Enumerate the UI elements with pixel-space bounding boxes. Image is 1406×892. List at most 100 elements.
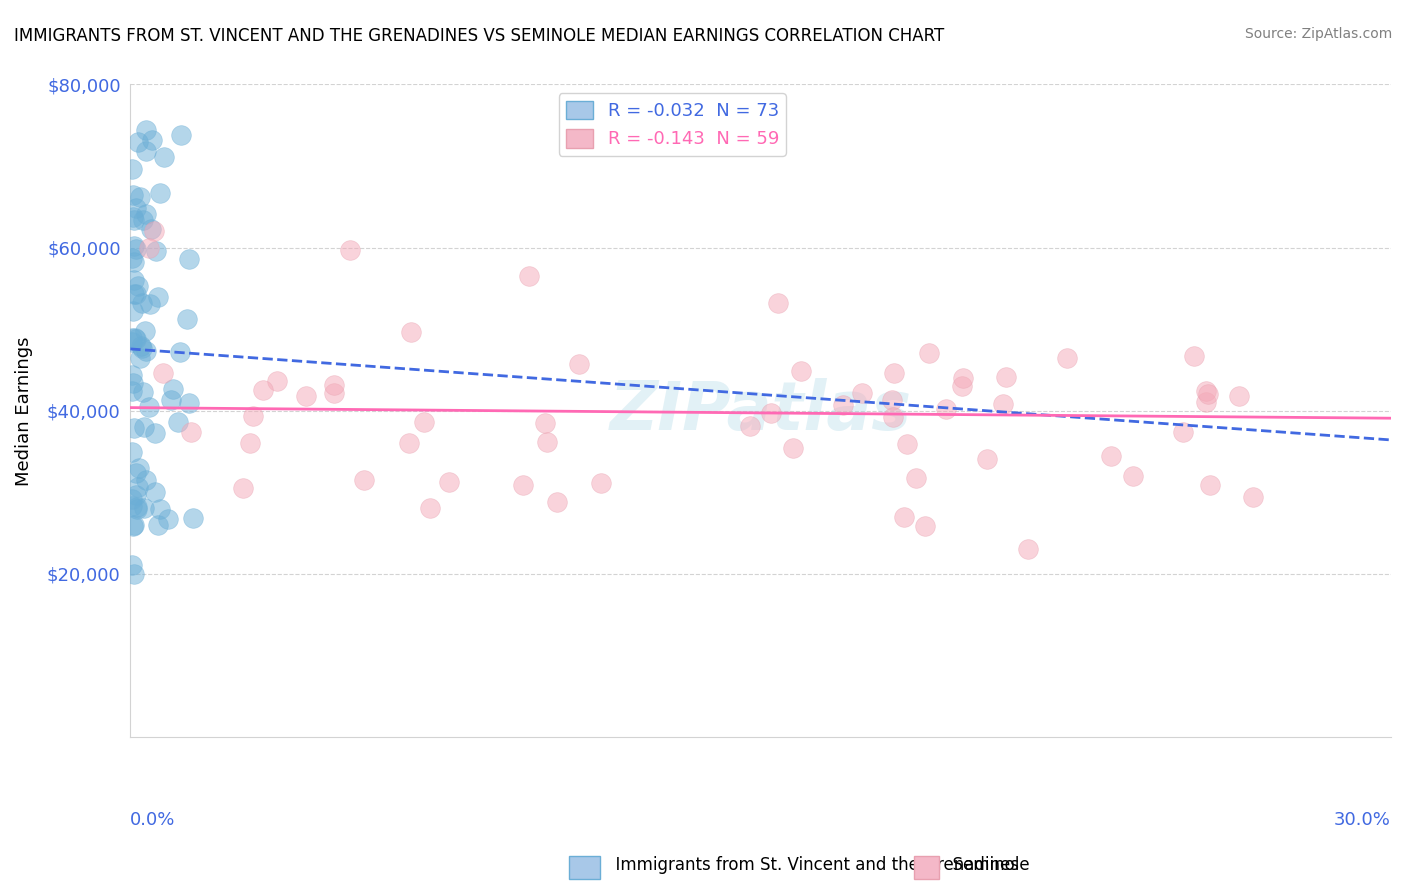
Point — [1122, 469, 1144, 483]
Point — [904, 470, 927, 484]
Point — [169, 344, 191, 359]
Text: ZIPatlas: ZIPatlas — [610, 378, 911, 444]
Point — [135, 473, 157, 487]
Text: 0.0%: 0.0% — [131, 811, 176, 829]
Point — [568, 357, 591, 371]
Point — [401, 325, 423, 339]
Point — [851, 386, 873, 401]
Point — [122, 286, 145, 301]
Point — [232, 481, 254, 495]
Point — [546, 494, 568, 508]
Point — [122, 238, 145, 252]
Point — [138, 297, 160, 311]
Point — [121, 161, 143, 176]
Point — [121, 491, 143, 506]
Point — [122, 187, 145, 202]
Point — [121, 499, 143, 513]
Point — [994, 369, 1017, 384]
Point — [125, 201, 148, 215]
Point — [127, 136, 149, 150]
Point — [124, 213, 146, 227]
Legend: R = -0.032  N = 73, R = -0.143  N = 59: R = -0.032 N = 73, R = -0.143 N = 59 — [558, 94, 786, 155]
Point — [142, 224, 165, 238]
Point — [125, 466, 148, 480]
Point — [162, 382, 184, 396]
Text: Immigrants from St. Vincent and the Grenadines: Immigrants from St. Vincent and the Gren… — [605, 856, 1018, 874]
Point — [896, 437, 918, 451]
Point — [180, 425, 202, 439]
Point — [141, 133, 163, 147]
Point — [128, 190, 150, 204]
Text: Source: ZipAtlas.com: Source: ZipAtlas.com — [1244, 27, 1392, 41]
Y-axis label: Median Earnings: Median Earnings — [15, 336, 32, 485]
Point — [121, 376, 143, 390]
Point — [591, 476, 613, 491]
Point — [128, 460, 150, 475]
Point — [166, 416, 188, 430]
Point — [1241, 490, 1264, 504]
Text: IMMIGRANTS FROM ST. VINCENT AND THE GRENADINES VS SEMINOLE MEDIAN EARNINGS CORRE: IMMIGRANTS FROM ST. VINCENT AND THE GREN… — [14, 27, 945, 45]
Point — [122, 519, 145, 533]
Point — [122, 566, 145, 581]
Point — [135, 144, 157, 158]
Point — [177, 395, 200, 409]
Point — [952, 370, 974, 384]
Point — [131, 384, 153, 399]
Point — [1171, 425, 1194, 439]
Point — [121, 334, 143, 349]
Point — [131, 341, 153, 355]
Point — [122, 420, 145, 434]
Point — [918, 346, 941, 360]
Point — [139, 221, 162, 235]
Point — [124, 331, 146, 345]
Point — [242, 409, 264, 423]
Point — [122, 273, 145, 287]
Point — [533, 417, 555, 431]
Point — [993, 397, 1015, 411]
Point — [122, 254, 145, 268]
Point — [782, 441, 804, 455]
Point — [131, 296, 153, 310]
Point — [132, 501, 155, 516]
Point — [322, 377, 344, 392]
Point — [339, 243, 361, 257]
Point — [157, 512, 180, 526]
Point — [893, 510, 915, 524]
Point — [413, 415, 436, 429]
Point — [125, 242, 148, 256]
Point — [790, 364, 813, 378]
Point — [883, 367, 905, 381]
Point — [252, 383, 274, 397]
Point — [976, 451, 998, 466]
Point — [152, 366, 174, 380]
Point — [121, 384, 143, 398]
Point — [914, 519, 936, 533]
Point — [159, 393, 181, 408]
Point — [127, 278, 149, 293]
Point — [1195, 395, 1218, 409]
Point — [266, 374, 288, 388]
Point — [295, 389, 318, 403]
Point — [353, 474, 375, 488]
Point — [170, 128, 193, 142]
Point — [146, 290, 169, 304]
Point — [766, 296, 789, 310]
Point — [121, 445, 143, 459]
Point — [512, 478, 534, 492]
Point — [1199, 477, 1222, 491]
Point — [134, 324, 156, 338]
Point — [125, 332, 148, 346]
Point — [153, 150, 176, 164]
Point — [145, 425, 167, 440]
Point — [759, 406, 782, 420]
Point — [1195, 384, 1218, 398]
Point — [882, 410, 904, 425]
Point — [183, 511, 205, 525]
Point — [437, 475, 460, 490]
Point — [1182, 350, 1205, 364]
Point — [950, 379, 973, 393]
Point — [1227, 389, 1250, 403]
Point — [132, 420, 155, 434]
Point — [122, 210, 145, 224]
Point — [176, 312, 198, 326]
